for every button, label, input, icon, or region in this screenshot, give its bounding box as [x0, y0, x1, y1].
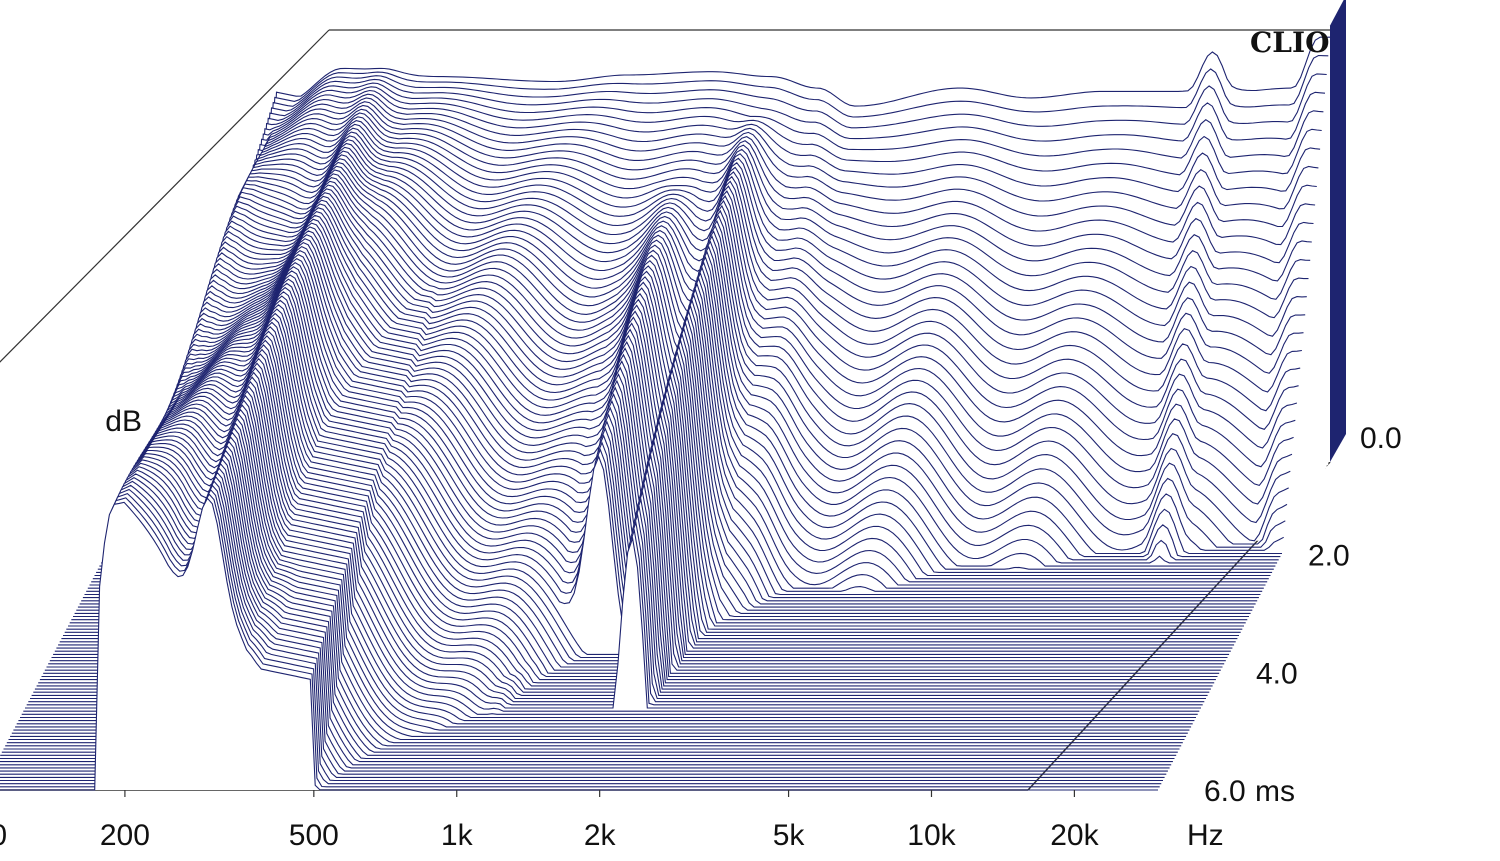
y-unit-label: dB — [105, 405, 142, 438]
slice-line — [145, 86, 1322, 479]
slice-line — [23, 385, 1200, 712]
x-tick-label: 500 — [289, 819, 339, 852]
slice-line — [0, 493, 1160, 788]
slice-line — [130, 120, 1307, 507]
slice-line — [149, 78, 1326, 473]
slice-line — [140, 97, 1317, 488]
slice-line — [0, 454, 1175, 760]
slice-line — [154, 36, 1330, 463]
slice-line — [142, 93, 1319, 485]
x-tick-label: 2k — [584, 819, 617, 852]
slice-line — [137, 104, 1314, 495]
frame-left-edge — [0, 29, 330, 363]
time-tick-label: 0.0 — [1360, 422, 1402, 455]
slice-line — [3, 440, 1180, 750]
time-axis: 0.0 2.0 4.0 6.0 ms — [1204, 422, 1402, 808]
slice-line — [144, 89, 1321, 482]
slice-line — [20, 394, 1196, 719]
slice-line — [0, 488, 1162, 785]
waterfall-slices — [0, 0, 1346, 791]
slice-line — [0, 497, 1158, 791]
slice-line — [127, 127, 1304, 514]
slice-line — [125, 131, 1302, 517]
slice-line — [1, 445, 1178, 753]
slice-line — [0, 471, 1168, 772]
slice-line — [8, 427, 1185, 741]
slice-line — [18, 399, 1195, 722]
clio-logo: CLIO — [1250, 26, 1329, 59]
right-edge-band — [1330, 0, 1346, 462]
x-tick-label: 10k — [907, 819, 956, 852]
slice-line — [0, 462, 1172, 766]
slice-line — [6, 431, 1183, 744]
slice-line — [147, 82, 1324, 476]
time-tick-label: 2.0 — [1308, 540, 1350, 573]
slice-line — [16, 404, 1193, 725]
x-tick-label: 200 — [100, 819, 150, 852]
x-tick-label: 1k — [441, 819, 474, 852]
y-axis: 0-5-10-15-20-25dB — [105, 405, 142, 438]
x-unit-label: Hz — [1187, 819, 1224, 852]
slice-fill — [0, 498, 1158, 790]
slice-line — [139, 101, 1316, 491]
slice-line — [152, 54, 1329, 466]
slice-line — [132, 116, 1309, 504]
slice-line — [0, 480, 1165, 778]
slice-line — [5, 436, 1182, 747]
slice-line — [13, 413, 1190, 731]
slice-line — [129, 123, 1306, 510]
x-tick-label: 5k — [773, 819, 806, 852]
slice-line — [21, 390, 1198, 715]
slice-line — [0, 467, 1170, 769]
slice-line — [25, 381, 1201, 709]
slice-line — [135, 108, 1312, 498]
x-axis: 100 200 500 1k 2k 5k 10k 20k Hz — [0, 790, 1224, 852]
time-unit-label: ms — [1255, 775, 1295, 808]
x-tick-label: 20k — [1050, 819, 1099, 852]
slice-line — [0, 484, 1163, 782]
slice-line — [15, 408, 1192, 728]
slice-line — [10, 422, 1187, 737]
slice-line — [0, 475, 1167, 775]
slice-line — [0, 458, 1173, 763]
time-tick-label: 4.0 — [1256, 657, 1298, 690]
x-tick-label: 100 — [0, 819, 7, 852]
slice-line — [0, 449, 1177, 756]
slice-line — [11, 417, 1188, 734]
slice-line — [150, 73, 1327, 469]
slice-line — [134, 112, 1311, 501]
time-tick-label: 6.0 — [1204, 775, 1246, 808]
